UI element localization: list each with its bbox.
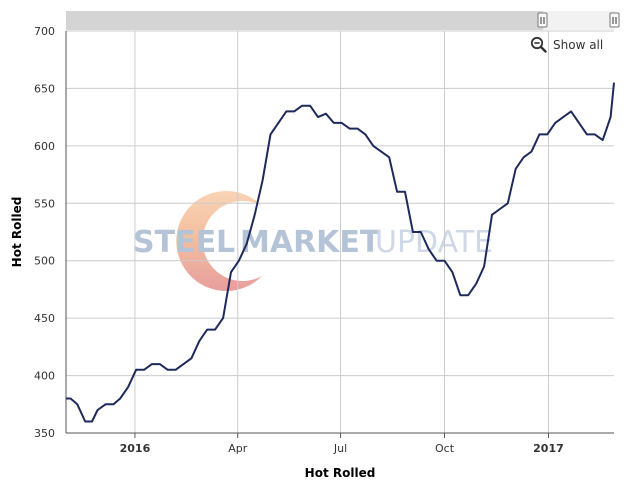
y-tick-label: 500 (34, 255, 55, 268)
range-navigator[interactable] (66, 11, 620, 30)
series-layer (66, 82, 615, 423)
x-tick-label: 2016 (120, 442, 151, 455)
watermark-text-update: UPDATE (375, 225, 493, 260)
y-tick-label: 650 (34, 82, 55, 95)
x-tick-label: Apr (228, 442, 248, 455)
watermark: STEEL MARKET UPDATE (133, 190, 493, 291)
y-tick-label: 550 (34, 197, 55, 210)
show-all-button[interactable]: Show all (530, 36, 603, 53)
y-tick-label: 350 (34, 427, 55, 440)
navigator-selection[interactable] (543, 11, 615, 30)
range-handle-icon[interactable] (609, 12, 620, 28)
series-line[interactable] (66, 82, 615, 423)
range-handle-icon[interactable] (537, 12, 548, 28)
x-axis-title: Hot Rolled (305, 466, 376, 480)
x-tick-label: Oct (435, 442, 455, 455)
y-tick-label: 600 (34, 140, 55, 153)
x-tick-label: 2017 (533, 442, 564, 455)
navigator-track[interactable] (66, 11, 614, 30)
zoom-out-icon (530, 36, 547, 53)
range-handle-right[interactable] (609, 12, 620, 28)
axes: 350 400 450 500 550 600 650 700 2016 Apr Jul Oct 201… (34, 25, 614, 455)
y-tick-label: 400 (34, 370, 55, 383)
y-axis-title: Hot Rolled (10, 197, 24, 268)
range-handle-left[interactable] (537, 12, 548, 28)
x-tick-label: Jul (333, 442, 347, 455)
watermark-text-market: MARKET (240, 225, 381, 260)
show-all-label: Show all (553, 37, 604, 52)
y-tick-label: 700 (34, 25, 55, 38)
watermark-text-steel: STEEL (133, 225, 235, 260)
y-tick-label: 450 (34, 312, 55, 325)
watermark-logo-icon (176, 190, 262, 291)
